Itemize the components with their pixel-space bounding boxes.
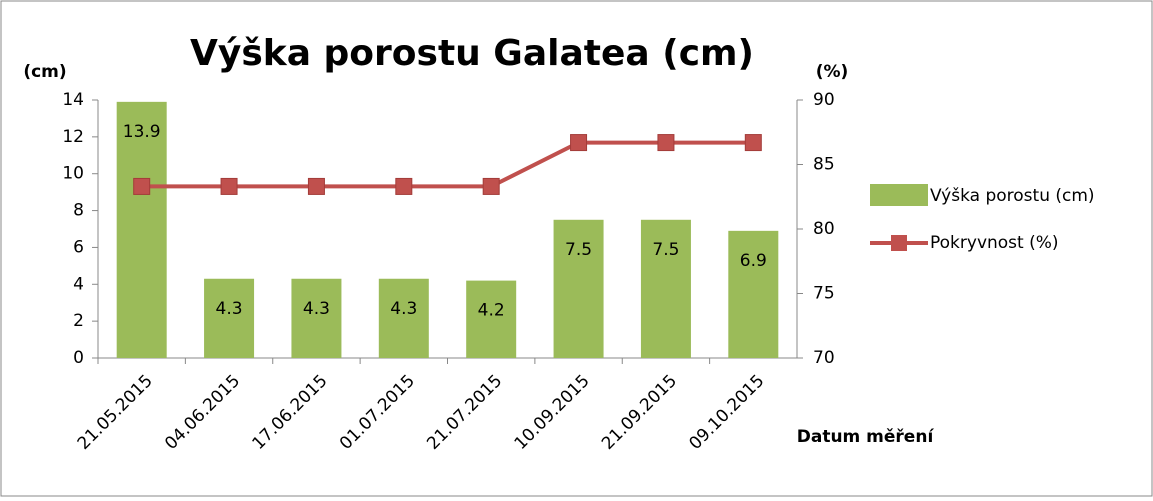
y-tick-label: 12 <box>62 127 84 147</box>
bar <box>116 101 167 358</box>
y-tick-label: 10 <box>62 164 84 184</box>
line-marker <box>307 177 325 195</box>
y2-tick-label: 85 <box>813 155 835 175</box>
y-tick-label: 4 <box>73 274 84 294</box>
bar <box>728 230 779 358</box>
bar <box>378 278 429 358</box>
y-tick-label: 0 <box>73 348 84 368</box>
y-tick-label: 8 <box>73 201 84 221</box>
bar <box>553 219 604 358</box>
line-marker <box>570 134 588 152</box>
data-label: 4.3 <box>303 299 330 319</box>
line-marker <box>395 177 413 195</box>
bar <box>291 278 342 358</box>
legend-label: Výška porostu (cm) <box>930 186 1095 206</box>
line-marker <box>657 134 675 152</box>
line <box>141 140 754 189</box>
line-marker <box>133 177 151 195</box>
bar <box>204 278 255 358</box>
chart-title: Výška porostu Galatea (cm) <box>190 33 754 74</box>
y2-tick-label: 90 <box>813 90 835 110</box>
data-label: 4.2 <box>478 301 505 321</box>
y-tick-label: 14 <box>62 90 84 110</box>
data-label: 6.9 <box>740 251 767 271</box>
line-marker <box>482 177 500 195</box>
line-marker <box>220 177 238 195</box>
data-label: 13.9 <box>123 122 161 142</box>
legend-swatch <box>870 184 928 206</box>
y-tick-label: 6 <box>73 237 84 257</box>
y2-tick-label: 80 <box>813 219 835 239</box>
bar <box>466 280 517 358</box>
legend-swatch <box>891 235 907 251</box>
y-axis-title: (cm) <box>23 62 66 82</box>
y2-tick-label: 70 <box>813 348 835 368</box>
data-label: 7.5 <box>565 240 592 260</box>
y-tick-label: 2 <box>73 311 84 331</box>
y2-tick-label: 75 <box>813 284 835 304</box>
line-marker <box>744 134 762 152</box>
y2-axis-title: (%) <box>816 62 849 82</box>
data-label: 7.5 <box>652 240 679 260</box>
legend-label: Pokryvnost (%) <box>930 233 1059 253</box>
bar <box>640 219 691 358</box>
x-axis-title: Datum měření <box>797 427 935 447</box>
data-label: 4.3 <box>390 299 417 319</box>
data-label: 4.3 <box>216 299 243 319</box>
